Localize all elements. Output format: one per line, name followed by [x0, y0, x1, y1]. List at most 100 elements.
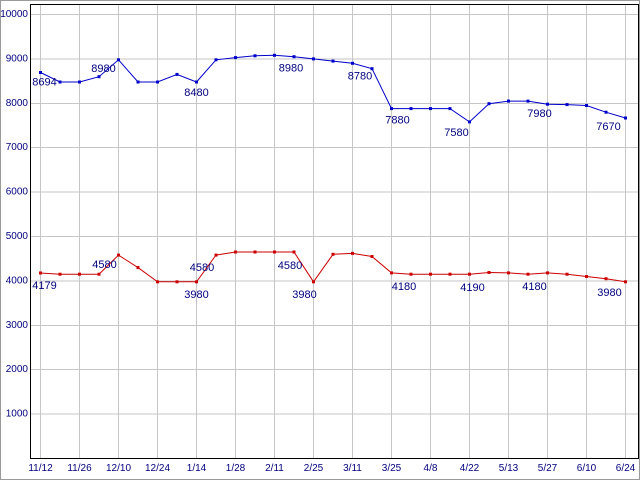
data-point-label: 4580: [190, 262, 214, 274]
data-point-label: 3980: [597, 287, 621, 299]
data-point-label: 4580: [92, 259, 116, 271]
data-point-marker: [351, 61, 354, 65]
data-point-marker: [331, 252, 335, 256]
x-axis-tick-label: 12/10: [106, 463, 131, 474]
x-axis-tick-label: 1/14: [187, 463, 207, 474]
data-point-label: 7980: [527, 108, 551, 120]
data-point-marker: [39, 71, 42, 74]
data-point-marker: [565, 103, 569, 107]
data-point-marker: [585, 104, 588, 107]
data-point-marker: [136, 266, 140, 270]
data-point-marker: [409, 272, 413, 276]
data-point-marker: [624, 280, 627, 284]
data-point-marker: [370, 67, 374, 71]
data-point-marker: [273, 53, 276, 57]
data-point-marker: [175, 72, 179, 76]
data-point-marker: [214, 253, 218, 257]
data-point-marker: [370, 255, 374, 258]
x-axis-tick-label: 6/10: [577, 463, 597, 474]
data-point-label: 4580: [278, 260, 302, 272]
x-axis-tick-label: 2/25: [304, 463, 324, 474]
data-point-marker: [136, 80, 140, 84]
data-point-marker: [156, 80, 159, 84]
data-point-label: 8780: [348, 71, 372, 83]
data-point-marker: [487, 271, 491, 274]
data-point-marker: [117, 58, 120, 62]
data-point-marker: [214, 58, 218, 62]
data-point-marker: [526, 99, 530, 103]
x-axis-tick-label: 4/8: [424, 463, 438, 474]
data-point-marker: [58, 80, 62, 84]
y-axis-tick-label: 7000: [6, 142, 29, 153]
data-point-marker: [507, 271, 510, 275]
data-point-marker: [117, 253, 120, 257]
x-axis-tick-label: 6/24: [616, 463, 636, 474]
data-point-marker: [273, 250, 276, 254]
data-point-marker: [429, 272, 432, 276]
y-axis-tick-label: 3000: [6, 320, 29, 331]
data-point-label: 3980: [292, 289, 316, 301]
x-axis-tick-label: 1/28: [226, 463, 246, 474]
data-point-marker: [234, 250, 237, 254]
x-axis-tick-label: 2/11: [265, 463, 284, 474]
y-axis-tick-label: 2000: [6, 364, 29, 375]
data-point-marker: [468, 272, 471, 276]
data-point-marker: [390, 107, 393, 111]
data-point-label: 4180: [522, 281, 546, 293]
data-point-marker: [331, 59, 335, 63]
data-point-marker: [97, 272, 101, 276]
data-point-marker: [546, 102, 549, 106]
data-point-marker: [39, 271, 42, 275]
data-point-marker: [58, 272, 62, 276]
data-point-label: 7880: [385, 115, 409, 127]
y-axis-tick-label: 8000: [6, 98, 29, 109]
y-axis-tick-label: 5000: [6, 231, 29, 242]
data-point-marker: [448, 107, 452, 111]
x-axis-tick-label: 3/11: [343, 463, 362, 474]
data-point-marker: [195, 80, 198, 84]
data-point-marker: [234, 56, 237, 60]
x-axis-tick-label: 4/22: [460, 463, 480, 474]
y-axis-tick-label: 1000: [6, 409, 29, 420]
data-point-label: 4179: [32, 280, 56, 292]
data-point-marker: [312, 280, 315, 284]
data-point-marker: [526, 272, 530, 276]
data-point-marker: [409, 107, 413, 111]
data-point-marker: [156, 280, 159, 284]
data-point-marker: [468, 120, 471, 124]
data-point-label: 8980: [91, 63, 115, 75]
data-point-marker: [604, 277, 608, 281]
data-point-marker: [448, 272, 452, 276]
data-point-marker: [97, 75, 101, 79]
data-point-marker: [624, 116, 627, 120]
data-point-marker: [312, 57, 315, 61]
data-point-marker: [78, 80, 81, 84]
data-point-marker: [253, 54, 257, 58]
y-axis-tick-label: 4000: [6, 275, 29, 286]
data-point-marker: [351, 251, 354, 255]
y-axis-tick-label: 10000: [0, 9, 28, 20]
data-point-marker: [546, 271, 549, 275]
plot-frame: [30, 4, 639, 459]
data-point-marker: [78, 272, 81, 276]
data-point-marker: [195, 280, 198, 284]
data-point-label: 7580: [444, 127, 468, 139]
data-point-marker: [585, 275, 588, 278]
data-point-label: 4190: [460, 282, 484, 294]
data-point-label: 8480: [184, 87, 208, 99]
data-point-label: 3980: [184, 289, 208, 301]
x-axis-tick-label: 3/25: [382, 463, 402, 474]
data-point-label: 8694: [32, 76, 56, 88]
x-axis-tick-label: 11/26: [67, 463, 92, 474]
data-point-marker: [253, 250, 257, 254]
data-point-marker: [565, 272, 569, 276]
data-point-marker: [292, 55, 296, 59]
data-point-label: 7670: [596, 121, 620, 133]
data-point-marker: [604, 110, 608, 114]
data-point-marker: [429, 107, 432, 111]
data-point-label: 4180: [392, 281, 416, 293]
x-axis-tick-label: 5/27: [538, 463, 558, 474]
